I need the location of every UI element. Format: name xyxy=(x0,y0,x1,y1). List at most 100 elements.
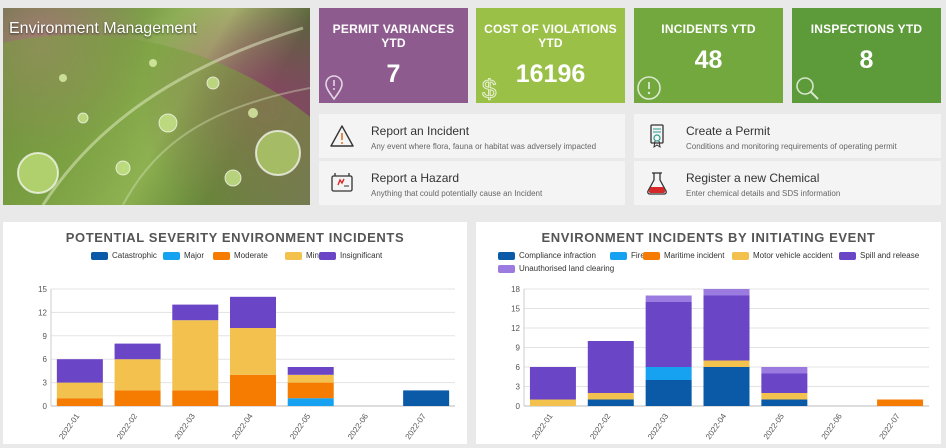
legend-item[interactable]: Fire xyxy=(610,251,645,260)
bar-segment[interactable] xyxy=(645,367,692,380)
initiating-event-stacked-bar-chart: 0 3 6 9 12 15 18 2022-01 2022-02 2022-03 2022-04 20… xyxy=(511,285,929,442)
x-tick-label: 2022-04 xyxy=(230,412,255,442)
bar-segment[interactable] xyxy=(230,296,276,328)
tile-inspections[interactable]: INSPECTIONS YTD 8 xyxy=(792,8,941,103)
tile-value: 16196 xyxy=(515,60,586,88)
bar-segment[interactable] xyxy=(703,295,750,361)
bar-segment[interactable] xyxy=(587,393,634,400)
legend-swatch xyxy=(498,251,515,260)
legend-label: Unauthorised land clearing xyxy=(519,264,615,273)
bar-segment[interactable] xyxy=(529,399,576,407)
tile-title: INCIDENTS YTD xyxy=(661,22,756,36)
severity-stacked-bar-chart: 0 3 6 9 12 15 2022-01 2022-02 2022-03 2022-04 2022… xyxy=(38,285,455,442)
bar-segment[interactable] xyxy=(761,399,808,407)
legend-label: Maritime incident xyxy=(664,251,725,260)
y-tick-label: 9 xyxy=(516,344,521,353)
bar-segment[interactable] xyxy=(56,359,103,383)
tile-cost-of-violations[interactable]: COST OF VIOLATIONS YTD 16196 $ xyxy=(476,8,625,103)
bar-segment[interactable] xyxy=(230,374,276,406)
legend-label: Insignificant xyxy=(340,251,383,260)
legend-label: Major xyxy=(184,251,205,260)
legend-swatch xyxy=(732,251,749,260)
hero-image: Environment Management xyxy=(3,8,310,205)
y-tick-label: 15 xyxy=(511,305,520,314)
bar-segment[interactable] xyxy=(114,343,161,360)
legend-item[interactable]: Compliance infraction xyxy=(498,251,596,260)
legend-item[interactable]: Moderate xyxy=(213,251,268,260)
legend-label: Fire xyxy=(631,251,645,260)
bar-segment[interactable] xyxy=(172,304,219,321)
action-description: Enter chemical details and SDS informati… xyxy=(686,189,841,198)
dollar-icon: $ xyxy=(482,75,498,101)
legend-item[interactable]: Maritime incident xyxy=(643,251,724,260)
bar-segment[interactable] xyxy=(761,373,808,394)
x-tick-label: 2022-07 xyxy=(404,412,429,442)
legend-swatch xyxy=(285,251,302,260)
leaf-droplets-illustration xyxy=(3,26,310,205)
bar-segment[interactable] xyxy=(287,367,334,375)
x-tick-label: 2022-06 xyxy=(346,412,371,442)
x-tick-label: 2022-05 xyxy=(288,412,313,442)
bar-segment[interactable] xyxy=(56,398,103,406)
bar-segment[interactable] xyxy=(761,393,808,400)
tile-value: 7 xyxy=(386,60,401,88)
tile-incidents[interactable]: INCIDENTS YTD 48 xyxy=(634,8,783,103)
permit-certificate-icon xyxy=(650,124,664,149)
hazard-sign-icon xyxy=(331,173,353,192)
x-tick-label: 2022-04 xyxy=(704,412,729,442)
bar-segment[interactable] xyxy=(587,341,634,393)
action-description: Any event where flora, fauna or habitat … xyxy=(371,142,597,151)
legend-swatch xyxy=(610,251,627,260)
create-permit-button[interactable]: Create a Permit Conditions and monitorin… xyxy=(634,114,941,158)
legend-label: Catastrophic xyxy=(112,251,157,260)
report-hazard-button[interactable]: Report a Hazard Anything that could pote… xyxy=(319,161,625,205)
bar-segment[interactable] xyxy=(529,367,576,400)
legend-label: Moderate xyxy=(234,251,268,260)
legend-item[interactable]: Spill and release xyxy=(839,251,919,260)
action-title: Register a new Chemical xyxy=(686,171,820,185)
report-incident-button[interactable]: Report an Incident Any event where flora… xyxy=(319,114,625,158)
legend-item[interactable]: Minor xyxy=(285,251,326,260)
y-tick-label: 0 xyxy=(516,402,521,411)
bar-segment[interactable] xyxy=(287,398,334,406)
alert-circle-icon xyxy=(637,76,661,100)
action-description: Conditions and monitoring requirements o… xyxy=(686,142,897,151)
bar-segment[interactable] xyxy=(172,390,219,406)
bar-segment[interactable] xyxy=(287,382,334,399)
y-tick-label: 3 xyxy=(43,379,48,388)
bar-segment[interactable] xyxy=(703,289,750,296)
y-tick-label: 15 xyxy=(38,285,47,294)
legend-item[interactable]: Unauthorised land clearing xyxy=(498,264,614,273)
bar-segment[interactable] xyxy=(645,295,692,303)
y-tick-label: 0 xyxy=(43,402,48,411)
register-chemical-button[interactable]: Register a new Chemical Enter chemical d… xyxy=(634,161,941,205)
action-description: Anything that could potentially cause an… xyxy=(371,189,543,198)
x-tick-label: 2022-07 xyxy=(877,412,902,442)
x-tick-label: 2022-03 xyxy=(646,412,671,442)
x-tick-label: 2022-02 xyxy=(115,412,140,442)
bar-segment[interactable] xyxy=(645,302,692,367)
legend-item[interactable]: Major xyxy=(163,251,204,260)
bar-segment[interactable] xyxy=(403,390,450,406)
chart-title: ENVIRONMENT INCIDENTS BY INITIATING EVEN… xyxy=(541,230,876,245)
bar-segment[interactable] xyxy=(645,380,692,406)
bar-segment[interactable] xyxy=(172,320,219,391)
bar-segment[interactable] xyxy=(287,374,334,383)
bar-segment[interactable] xyxy=(114,390,161,406)
x-tick-label: 2022-05 xyxy=(762,412,787,442)
bar-segment[interactable] xyxy=(230,328,276,375)
bar-segment[interactable] xyxy=(587,399,634,407)
bar-segment[interactable] xyxy=(877,399,924,407)
bar-segment[interactable] xyxy=(703,360,750,368)
bar-segment[interactable] xyxy=(114,359,161,391)
bar-segment[interactable] xyxy=(703,367,750,406)
x-tick-label: 2022-03 xyxy=(173,412,198,442)
legend-item[interactable]: Insignificant xyxy=(319,251,382,260)
chart-legend: Catastrophic Major Moderate Minor Insignific… xyxy=(3,251,467,281)
legend-item[interactable]: Motor vehicle accident xyxy=(732,251,833,260)
legend-item[interactable]: Catastrophic xyxy=(91,251,157,260)
bar-segment[interactable] xyxy=(56,382,103,399)
tile-permit-variances[interactable]: PERMIT VARIANCES YTD 7 xyxy=(319,8,468,103)
bar-segment[interactable] xyxy=(761,367,808,374)
y-tick-label: 12 xyxy=(38,308,47,317)
